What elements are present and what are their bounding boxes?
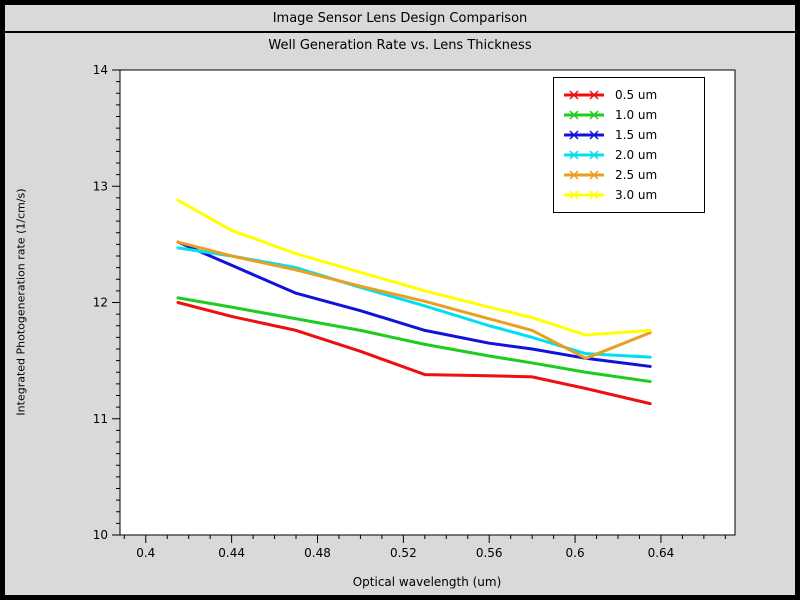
legend-item: 2.0 um	[562, 145, 696, 165]
legend-label: 2.0 um	[615, 148, 658, 162]
legend-label: 0.5 um	[615, 88, 658, 102]
x-tick-label: 0.44	[218, 546, 245, 560]
y-axis: 10 11 12 13 14	[93, 63, 120, 542]
legend: 0.5 um 1.0 um 1.5 um 2.0 um 2.5 um 3.0 um	[553, 77, 705, 213]
legend-label: 1.5 um	[615, 128, 658, 142]
legend-swatch	[564, 130, 604, 140]
y-axis-label: Integrated Photogeneration rate (1/cm/s)	[14, 188, 28, 416]
x-tick-label: 0.64	[648, 546, 675, 560]
legend-item: 3.0 um	[562, 185, 696, 205]
y-tick-label: 13	[93, 179, 108, 193]
series-line-1	[176, 301, 652, 406]
legend-label: 2.5 um	[615, 168, 658, 182]
page-title: Image Sensor Lens Design Comparison	[272, 10, 528, 26]
legend-item: 1.5 um	[562, 125, 696, 145]
y-tick-label: 11	[93, 412, 108, 426]
series-line-5	[176, 240, 652, 360]
legend-swatch	[564, 170, 604, 180]
y-tick-label: 10	[93, 528, 108, 542]
title-bar: Image Sensor Lens Design Comparison	[5, 5, 795, 33]
x-tick-label: 0.48	[304, 546, 331, 560]
chart-subtitle: Well Generation Rate vs. Lens Thickness	[268, 38, 532, 53]
x-tick-label: 0.4	[136, 546, 155, 560]
legend-swatch	[564, 150, 604, 160]
x-axis-label: Optical wavelength (um)	[352, 575, 502, 589]
series-line-6	[176, 198, 652, 337]
legend-item: 0.5 um	[562, 85, 696, 105]
legend-item: 2.5 um	[562, 165, 696, 185]
legend-swatch	[564, 190, 604, 200]
x-axis: 0.4 0.44 0.48 0.52 0.56 0.6 0.64	[123, 535, 726, 560]
y-tick-label: 12	[93, 296, 108, 310]
x-tick-label: 0.6	[566, 546, 585, 560]
x-tick-label: 0.52	[390, 546, 417, 560]
x-tick-label: 0.56	[476, 546, 503, 560]
legend-item: 1.0 um	[562, 105, 696, 125]
series-line-2	[176, 296, 652, 384]
legend-label: 1.0 um	[615, 108, 658, 122]
y-tick-label: 14	[93, 63, 108, 77]
legend-swatch	[564, 110, 604, 120]
legend-swatch	[564, 90, 604, 100]
legend-label: 3.0 um	[615, 188, 658, 202]
series-line-3	[176, 240, 652, 368]
